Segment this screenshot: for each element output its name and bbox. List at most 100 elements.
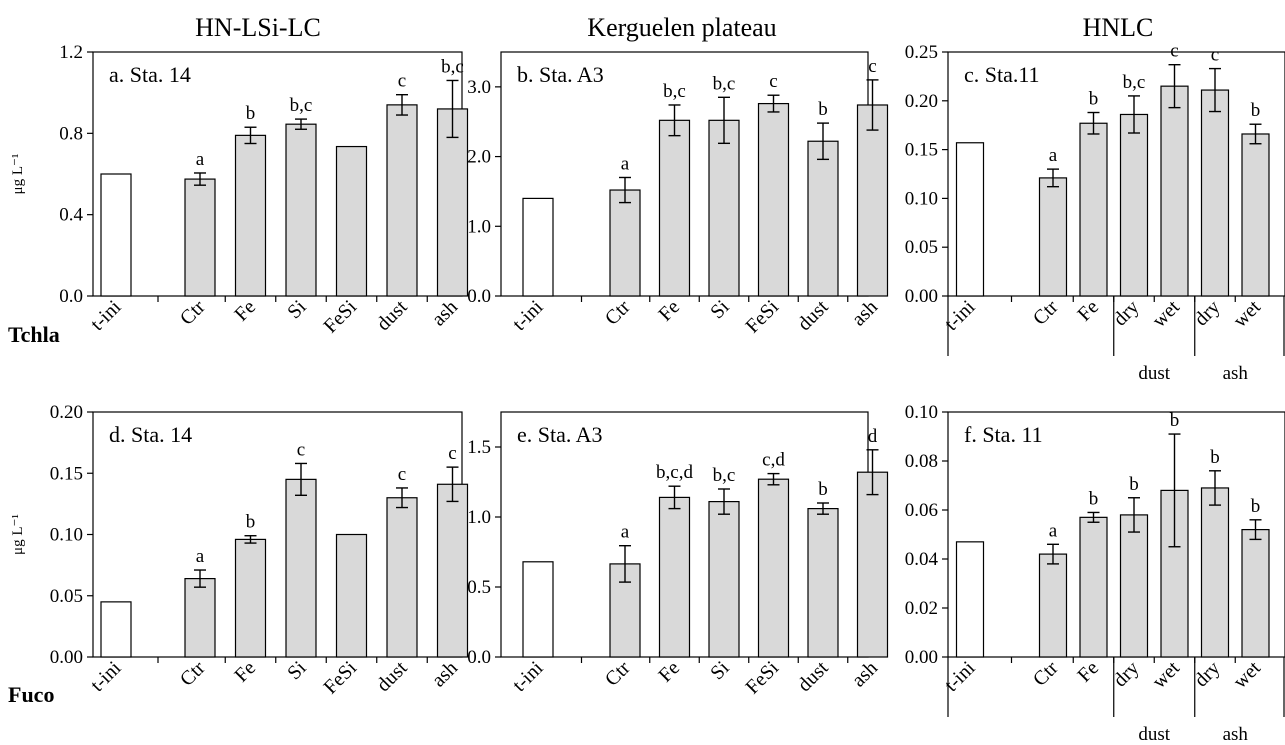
x-tick-label: ash <box>848 296 882 330</box>
y-tick-label: 0.00 <box>50 647 83 668</box>
bar-t-ini <box>955 142 985 297</box>
bar-Ctr <box>609 189 641 297</box>
x-tick-label: t-ini <box>86 657 125 696</box>
x-tick-label: Fe <box>654 657 684 687</box>
significance-label: d <box>868 426 878 447</box>
significance-label: b,c <box>441 56 464 77</box>
y-tick-label: 0.15 <box>905 140 938 161</box>
panel-title: d. Sta. 14 <box>109 422 192 447</box>
bar-ash <box>436 483 469 658</box>
x-tick-label: Ctr <box>176 657 210 691</box>
bar-Si <box>708 119 740 297</box>
bar-wet <box>1160 85 1189 297</box>
bar-t-ini <box>955 541 985 658</box>
bar-wet <box>1241 133 1270 297</box>
significance-label: c <box>1211 45 1219 66</box>
x-tick-label: FeSi <box>742 657 784 699</box>
column-title-1: HN-LSi-LC <box>195 13 321 42</box>
bar-dust <box>386 497 418 658</box>
x-tick-label: Ctr <box>601 296 635 330</box>
x-tick-label: dust <box>793 296 832 335</box>
significance-label: b,c <box>290 95 313 116</box>
bar-dust <box>807 508 839 658</box>
column-title-2: Kerguelen plateau <box>587 13 776 42</box>
y-tick-label: 0.0 <box>467 286 491 307</box>
x-tick-label: Si <box>706 296 734 324</box>
x-tick-label: Ctr <box>176 296 210 330</box>
significance-label: c <box>1170 41 1178 62</box>
bar-Fe <box>658 496 691 658</box>
significance-label: a <box>1049 145 1058 166</box>
panel-title: b. Sta. A3 <box>517 62 604 87</box>
y-tick-label: 1.2 <box>59 42 83 63</box>
x-tick-label: t-ini <box>940 296 979 335</box>
bar-dry <box>1200 487 1230 658</box>
bar-dust <box>807 140 839 297</box>
bar-wet <box>1241 528 1270 658</box>
y-tick-label: 0.20 <box>905 91 938 112</box>
bar-t-ini <box>522 197 554 297</box>
bar-Ctr <box>1038 553 1068 658</box>
y-axis-label: μg L⁻¹ <box>10 154 26 195</box>
bar-Ctr <box>184 577 216 658</box>
y-tick-label: 0.5 <box>467 577 491 598</box>
bar-Fe <box>234 134 267 297</box>
significance-label: b,c <box>663 81 686 102</box>
significance-label: c <box>868 56 876 77</box>
y-tick-label: 0.4 <box>59 205 83 226</box>
significance-label: b,c <box>713 73 736 94</box>
significance-label: c <box>297 439 305 460</box>
y-tick-label: 0.05 <box>905 237 938 258</box>
y-tick-label: 0.05 <box>50 586 83 607</box>
bar-Fe <box>1079 122 1108 297</box>
y-tick-label: 0.25 <box>905 42 938 63</box>
x-tick-label: wet <box>1229 657 1265 693</box>
y-tick-label: 0.15 <box>50 463 83 484</box>
x-tick-label: ash <box>428 657 462 691</box>
y-tick-label: 2.0 <box>467 147 491 168</box>
x-tick-label: dust <box>372 296 411 335</box>
group-label-ash: ash <box>1223 363 1249 384</box>
x-tick-label: wet <box>1148 657 1184 693</box>
y-tick-label: 0.10 <box>50 525 83 546</box>
significance-label: b <box>246 512 256 533</box>
bar-Si <box>285 123 317 297</box>
bar-ash <box>856 104 889 297</box>
significance-label: a <box>196 546 205 567</box>
x-tick-label: wet <box>1148 296 1184 332</box>
plot-frame <box>947 51 1285 297</box>
x-tick-label: Fe <box>654 296 684 326</box>
y-tick-label: 0.04 <box>905 549 939 570</box>
significance-label: b <box>1251 100 1261 121</box>
x-tick-label: Si <box>283 657 311 685</box>
column-title-3: HNLC <box>1083 13 1154 42</box>
bar-t-ini <box>100 601 132 658</box>
y-tick-label: 0.20 <box>50 402 83 423</box>
significance-label: c <box>398 464 406 485</box>
bar-FeSi <box>335 533 368 658</box>
bar-Ctr <box>184 178 216 297</box>
x-tick-label: t-ini <box>86 296 125 335</box>
bar-Fe <box>234 538 267 658</box>
x-tick-label: Ctr <box>601 657 635 691</box>
bar-FeSi <box>757 478 790 658</box>
chart-panel-3: 0.00 0.05 0.10 0.15 0.20 0.25 t-ini a Ctr b Fe b,c d… <box>905 41 1285 384</box>
bar-Si <box>708 501 740 658</box>
bar-FeSi <box>757 102 790 297</box>
significance-label: b <box>1129 474 1139 495</box>
bar-dry <box>1119 514 1149 658</box>
significance-label: c <box>448 443 456 464</box>
y-tick-label: 0.00 <box>905 286 938 307</box>
significance-label: b <box>1170 410 1180 431</box>
bar-t-ini <box>522 561 554 658</box>
x-tick-label: dust <box>793 657 832 696</box>
panel-title: c. Sta.11 <box>964 62 1040 87</box>
y-tick-label: 0.0 <box>59 286 83 307</box>
x-tick-label: FeSi <box>742 296 784 338</box>
significance-label: a <box>621 153 630 174</box>
x-tick-label: wet <box>1229 296 1265 332</box>
significance-label: b,c,d <box>656 462 693 483</box>
group-label-dust: dust <box>1138 363 1170 384</box>
group-label-dust: dust <box>1138 724 1170 745</box>
